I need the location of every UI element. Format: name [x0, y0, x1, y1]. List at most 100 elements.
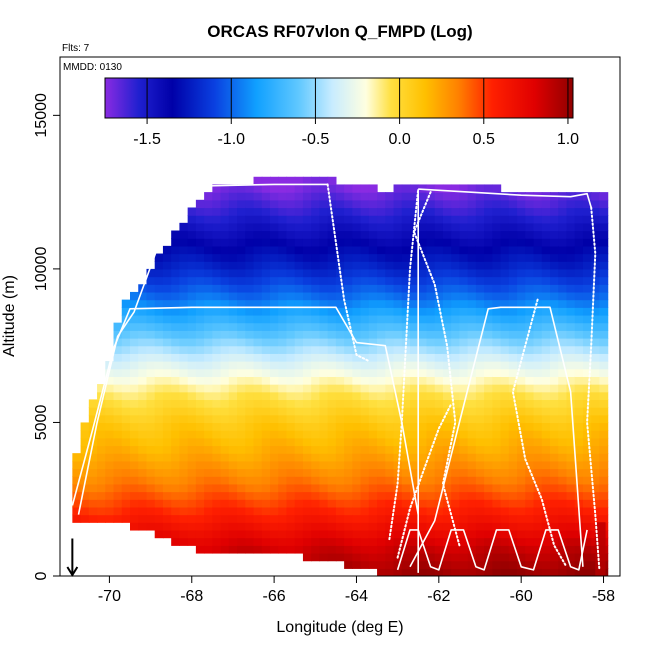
heatmap-cell	[410, 245, 419, 255]
heatmap-cell	[212, 361, 222, 370]
heatmap-cell	[533, 422, 543, 431]
heatmap-cell	[245, 207, 255, 216]
heatmap-cell	[253, 376, 263, 385]
heatmap-cell	[278, 176, 288, 186]
heatmap-cell	[517, 338, 526, 347]
heatmap-cell	[574, 199, 584, 209]
heatmap-cell	[459, 453, 469, 462]
heatmap-cell	[558, 276, 568, 285]
heatmap-cell	[451, 361, 461, 370]
heatmap-cell	[179, 230, 189, 239]
heatmap-cell	[261, 491, 271, 500]
heatmap-cell	[245, 353, 255, 362]
heatmap-cell	[253, 245, 263, 255]
heatmap-cell	[154, 361, 164, 370]
heatmap-cell	[385, 384, 395, 393]
heatmap-cell	[525, 552, 535, 562]
heatmap-cell	[599, 514, 609, 523]
heatmap-cell	[195, 384, 205, 393]
heatmap-cell	[179, 368, 189, 377]
heatmap-cell	[179, 414, 189, 424]
heatmap-cell	[467, 514, 477, 523]
heatmap-cell	[418, 384, 428, 393]
heatmap-cell	[179, 529, 189, 539]
heatmap-cell	[492, 330, 502, 339]
heatmap-cell	[352, 299, 362, 308]
heatmap-cell	[368, 330, 378, 339]
heatmap-cell	[451, 299, 461, 308]
heatmap-cell	[253, 230, 263, 239]
heatmap-cell	[278, 268, 288, 278]
heatmap-cell	[286, 230, 296, 239]
heatmap-cell	[294, 238, 304, 247]
heatmap-cell	[558, 314, 568, 324]
heatmap-cell	[377, 560, 386, 569]
heatmap-cell	[434, 314, 444, 324]
heatmap-cell	[410, 268, 419, 278]
colorbar-tick-label: -0.5	[302, 131, 330, 148]
heatmap-cell	[212, 353, 222, 362]
heatmap-cell	[327, 238, 337, 247]
heatmap-cell	[492, 391, 502, 401]
heatmap-cell	[566, 207, 576, 216]
heatmap-cell	[410, 560, 419, 569]
heatmap-cell	[253, 322, 263, 331]
heatmap-cell	[484, 453, 493, 462]
heatmap-cell	[401, 353, 411, 362]
heatmap-cell	[245, 345, 255, 354]
heatmap-cell	[113, 445, 123, 454]
heatmap-cell	[550, 284, 559, 293]
heatmap-cell	[319, 460, 329, 470]
heatmap-cell	[228, 361, 238, 370]
heatmap-cell	[286, 491, 296, 500]
heatmap-cell	[261, 529, 271, 539]
heatmap-cell	[146, 330, 156, 339]
heatmap-cell	[228, 184, 238, 193]
heatmap-cell	[451, 192, 461, 201]
heatmap-cell	[442, 430, 452, 439]
heatmap-cell	[410, 353, 419, 362]
heatmap-cell	[434, 483, 444, 493]
heatmap-cell	[550, 545, 559, 554]
heatmap-cell	[475, 276, 485, 285]
heatmap-cell	[130, 291, 139, 301]
heatmap-cell	[253, 368, 263, 377]
heatmap-cell	[154, 468, 164, 477]
heatmap-cell	[393, 368, 403, 377]
heatmap-cell	[228, 414, 238, 424]
heatmap-cell	[311, 222, 321, 232]
heatmap-cell	[220, 445, 230, 454]
heatmap-cell	[517, 529, 526, 539]
heatmap-cell	[426, 453, 436, 462]
heatmap-cell	[492, 483, 502, 493]
heatmap-cell	[360, 506, 370, 516]
heatmap-cell	[426, 291, 436, 301]
heatmap-cell	[294, 361, 304, 370]
heatmap-cell	[566, 245, 576, 255]
heatmap-cell	[270, 391, 279, 401]
heatmap-cell	[162, 314, 172, 324]
heatmap-cell	[599, 338, 609, 347]
heatmap-cell	[187, 345, 197, 354]
heatmap-cell	[426, 215, 436, 224]
heatmap-cell	[459, 261, 469, 270]
y-axis-label: Altitude (m)	[1, 275, 18, 357]
heatmap-cell	[311, 345, 321, 354]
heatmap-cell	[204, 522, 213, 531]
heatmap-cell	[558, 338, 568, 347]
heatmap-cell	[377, 437, 386, 447]
heatmap-cell	[508, 261, 518, 270]
heatmap-cell	[401, 284, 411, 293]
heatmap-cell	[311, 268, 321, 278]
heatmap-cell	[187, 222, 197, 232]
heatmap-cell	[352, 560, 362, 569]
heatmap-cell	[360, 291, 370, 301]
heatmap-cell	[508, 222, 518, 232]
heatmap-cell	[105, 399, 115, 408]
heatmap-cell	[525, 345, 535, 354]
heatmap-cell	[360, 322, 370, 331]
heatmap-cell	[311, 353, 321, 362]
heatmap-cell	[385, 368, 395, 377]
heatmap-cell	[261, 276, 271, 285]
heatmap-cell	[237, 445, 246, 454]
